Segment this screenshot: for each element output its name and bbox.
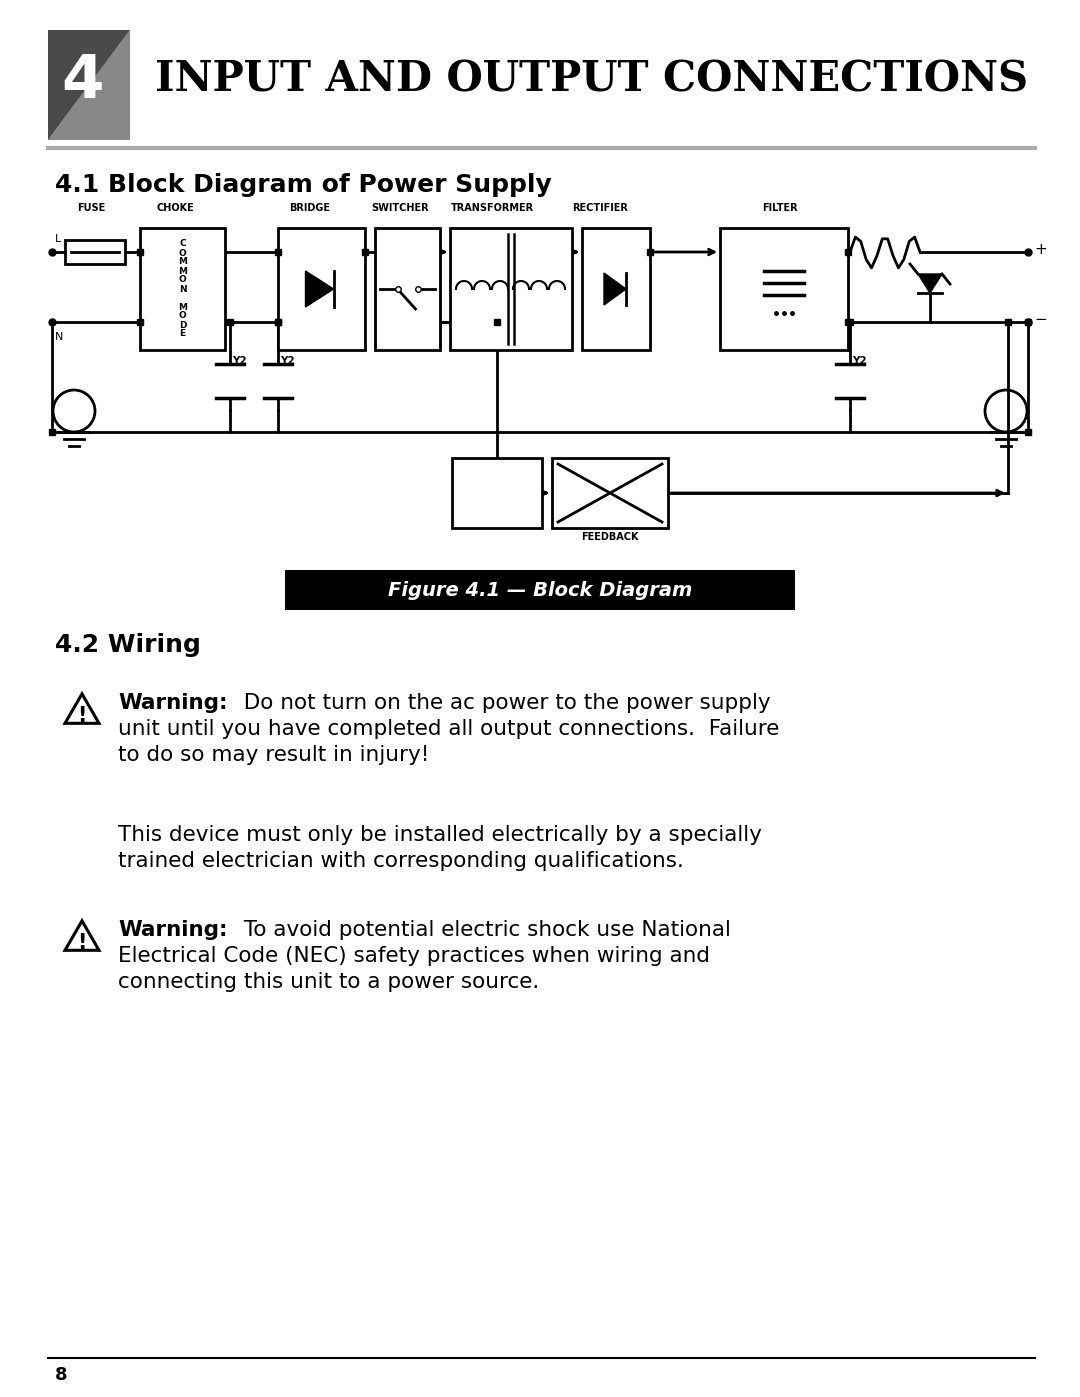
Text: Warning:: Warning: [118, 693, 228, 712]
Polygon shape [48, 29, 130, 140]
Text: RECTIFIER: RECTIFIER [572, 203, 627, 212]
Polygon shape [604, 272, 626, 305]
Text: C
O
M
M
O
N

M
O
D
E: C O M M O N M O D E [178, 239, 187, 338]
Text: TRANSFORMER: TRANSFORMER [450, 203, 534, 212]
Bar [375, 228, 440, 351]
Text: INPUT AND OUTPUT CONNECTIONS: INPUT AND OUTPUT CONNECTIONS [156, 59, 1028, 101]
Text: L: L [55, 235, 62, 244]
Polygon shape [306, 271, 334, 307]
Polygon shape [48, 29, 130, 140]
Bar [450, 228, 572, 351]
Text: !: ! [78, 705, 86, 726]
Text: FILTER: FILTER [762, 203, 798, 212]
Text: Y2: Y2 [852, 356, 866, 366]
Text: To avoid potential electric shock use National: To avoid potential electric shock use Na… [230, 921, 731, 940]
Text: FEEDBACK: FEEDBACK [581, 532, 638, 542]
Text: OPTO: OPTO [482, 462, 512, 472]
Bar [285, 570, 795, 610]
Text: 4: 4 [62, 53, 105, 112]
Text: trained electrician with corresponding qualifications.: trained electrician with corresponding q… [118, 851, 684, 870]
Text: This device must only be installed electrically by a specially: This device must only be installed elect… [118, 826, 761, 845]
Text: to do so may result in injury!: to do so may result in injury! [118, 745, 430, 766]
Bar [582, 228, 650, 351]
Polygon shape [65, 694, 99, 724]
Text: −: − [1034, 313, 1047, 327]
Text: FUSE: FUSE [77, 203, 105, 212]
Text: 4.1 Block Diagram of Power Supply: 4.1 Block Diagram of Power Supply [55, 173, 552, 197]
Text: Y2: Y2 [232, 356, 246, 366]
Text: Do not turn on the ac power to the power supply: Do not turn on the ac power to the power… [230, 693, 771, 712]
Text: +: + [1034, 243, 1047, 257]
Text: connecting this unit to a power source.: connecting this unit to a power source. [118, 972, 539, 992]
Polygon shape [65, 921, 99, 950]
Text: unit until you have completed all output connections.  Failure: unit until you have completed all output… [118, 719, 780, 739]
Text: 4.2 Wiring: 4.2 Wiring [55, 633, 201, 657]
Text: Figure 4.1 — Block Diagram: Figure 4.1 — Block Diagram [388, 581, 692, 599]
Polygon shape [918, 274, 942, 293]
Bar [453, 458, 542, 528]
Bar [552, 458, 669, 528]
Text: N: N [55, 332, 64, 342]
Text: 8: 8 [55, 1366, 68, 1384]
Text: SWITCHER: SWITCHER [372, 203, 429, 212]
Text: CHOKE: CHOKE [157, 203, 194, 212]
Text: Y2: Y2 [280, 356, 295, 366]
Bar [278, 228, 365, 351]
Text: Warning:: Warning: [118, 921, 228, 940]
Bar [140, 228, 225, 351]
Text: Electrical Code (NEC) safety practices when wiring and: Electrical Code (NEC) safety practices w… [118, 946, 710, 965]
Bar [65, 240, 125, 264]
Text: BRIDGE: BRIDGE [289, 203, 330, 212]
Bar [720, 228, 848, 351]
Text: !: ! [78, 933, 86, 953]
